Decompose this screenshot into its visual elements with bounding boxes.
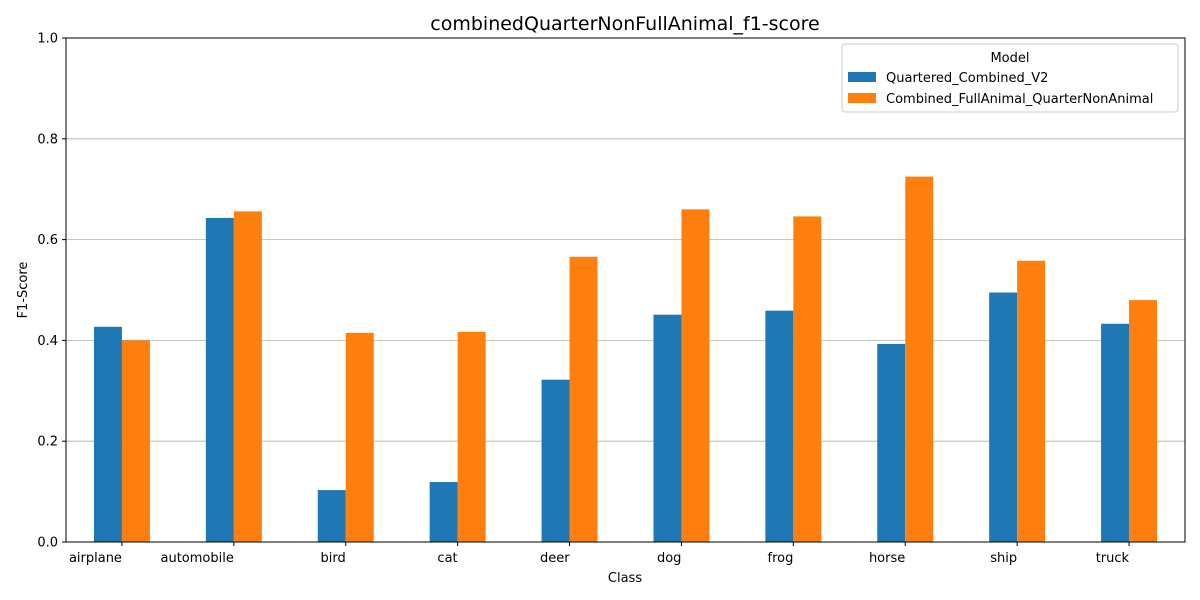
bar-cat-series-2 <box>457 331 486 542</box>
x-tick-label: ship <box>990 551 1017 566</box>
x-tick-label: dog <box>657 551 681 566</box>
legend-label: Combined_FullAnimal_QuarterNonAnimal <box>886 92 1153 107</box>
bar-dog-series-2 <box>681 209 710 543</box>
bar-bird-series-2 <box>345 332 374 542</box>
bar-bird-series-1 <box>317 490 346 542</box>
bar-cat-series-1 <box>429 482 458 542</box>
bar-frog-series-2 <box>793 216 822 542</box>
x-axis-label: Class <box>608 571 642 586</box>
bar-dog-series-1 <box>653 314 682 542</box>
bar-automobile-series-2 <box>233 211 262 542</box>
y-tick-label: 0.0 <box>37 536 58 551</box>
chart-title: combinedQuarterNonFullAnimal_f1-score <box>430 13 819 35</box>
y-tick-label: 0.6 <box>37 233 58 248</box>
x-tick-label: frog <box>768 551 794 566</box>
bar-horse-series-1 <box>877 343 906 542</box>
x-tick-label: cat <box>437 551 457 566</box>
y-tick-label: 0.2 <box>37 435 58 450</box>
bar-frog-series-1 <box>765 310 794 542</box>
y-tick-label: 1.0 <box>37 32 58 47</box>
x-tick-label: airplane <box>69 551 122 566</box>
bars <box>93 176 1158 543</box>
y-axis: 0.0 0.2 0.4 0.6 0.8 1.0 <box>37 32 66 551</box>
bar-airplane-series-1 <box>93 326 122 542</box>
x-axis: airplane automobile bird cat deer dog frog hors… <box>69 542 1130 566</box>
legend-swatch <box>848 93 876 103</box>
bar-deer-series-2 <box>569 256 598 542</box>
legend-title: Model <box>990 51 1029 66</box>
legend-swatch <box>848 72 876 82</box>
bar-deer-series-1 <box>541 379 570 542</box>
bar-airplane-series-2 <box>121 340 150 542</box>
bar-ship-series-1 <box>989 292 1018 542</box>
x-tick-label: automobile <box>160 551 233 566</box>
bar-truck-series-1 <box>1101 323 1130 542</box>
y-tick-label: 0.4 <box>37 334 58 349</box>
legend: Model Quartered_Combined_V2 Combined_FullA… <box>841 43 1179 113</box>
y-tick-label: 0.8 <box>37 132 58 147</box>
bar-automobile-series-1 <box>205 217 234 543</box>
bar-horse-series-2 <box>905 176 934 542</box>
y-axis-label: F1-Score <box>16 262 31 319</box>
x-tick-label: deer <box>540 551 570 566</box>
legend-box <box>841 43 1179 113</box>
x-tick-label: horse <box>869 551 905 566</box>
bar-ship-series-2 <box>1017 260 1046 542</box>
x-tick-label: bird <box>321 551 346 566</box>
bar-truck-series-2 <box>1129 300 1158 542</box>
legend-label: Quartered_Combined_V2 <box>886 71 1048 86</box>
plot-frame <box>65 37 1186 543</box>
x-tick-label: truck <box>1096 551 1130 566</box>
